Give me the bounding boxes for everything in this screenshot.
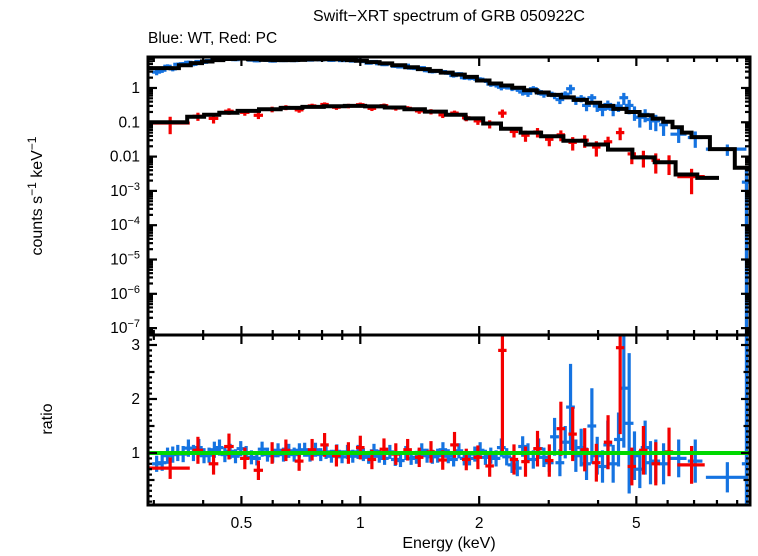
axis-labels: 1 0.1 0.01 10−3​ 10−4​ 10−5​ 10−6​ 10−7​ 1 2 3 0.5 1… bbox=[25, 80, 641, 552]
y-tick-label: 10−4​ bbox=[110, 215, 140, 234]
x-tick-label: 5 bbox=[632, 515, 641, 532]
wt-model-line bbox=[148, 57, 750, 170]
x-tick-label: 2 bbox=[475, 515, 484, 532]
spectrum-panel bbox=[148, 57, 750, 335]
y-tick-label: 0.1 bbox=[118, 114, 140, 131]
y-tick-label: 10−3​ bbox=[110, 181, 140, 200]
y-tick-label: 10−5​ bbox=[110, 250, 140, 269]
ratio-panel bbox=[148, 335, 750, 505]
y-tick-label: 10−6​ bbox=[110, 284, 140, 303]
y-axis-title-ratio: ratio bbox=[39, 403, 56, 434]
pc-ratio-points bbox=[148, 335, 705, 486]
ratio-tick-label: 3 bbox=[131, 337, 140, 354]
ratio-tick-label: 2 bbox=[131, 391, 140, 408]
pc-model-line bbox=[148, 103, 719, 180]
y-tick-label: 1 bbox=[131, 80, 140, 97]
ratio-tick-label: 1 bbox=[131, 445, 140, 462]
page-title: Swift−XRT spectrum of GRB 050922C bbox=[313, 8, 585, 25]
y-tick-label: 0.01 bbox=[110, 149, 140, 166]
x-tick-label: 0.5 bbox=[231, 515, 253, 532]
y-tick-label: 10−7​ bbox=[110, 318, 140, 337]
x-tick-label: 1 bbox=[356, 515, 365, 532]
wt-ratio-points bbox=[152, 335, 750, 505]
y-axis-title-counts: counts s−1 keV−1​ bbox=[25, 136, 46, 255]
x-axis-title: Energy (keV) bbox=[402, 535, 495, 552]
legend-caption: Blue: WT, Red: PC bbox=[148, 30, 278, 47]
axis-ticks bbox=[148, 57, 750, 505]
